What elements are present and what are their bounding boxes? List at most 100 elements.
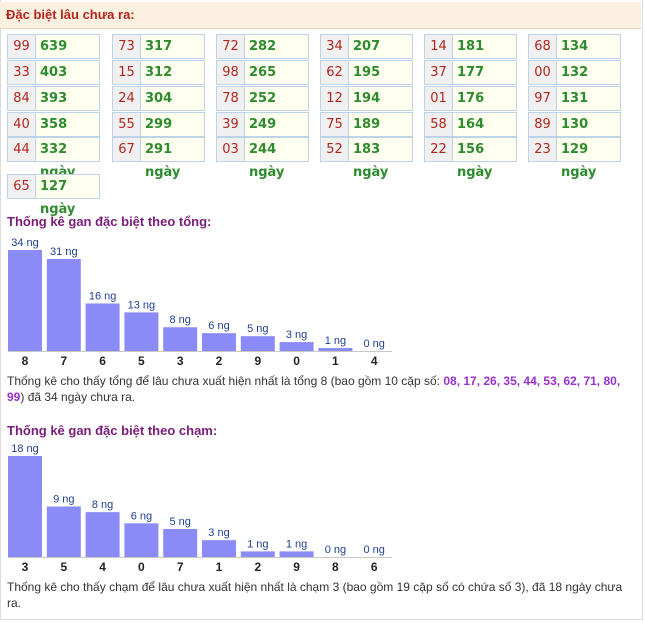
gan-days: 130 ngày <box>556 112 621 155</box>
gan-number: 58 <box>424 112 453 137</box>
gan-days: 177 ngày <box>452 60 517 103</box>
gan-number: 72 <box>216 34 245 59</box>
gan-number: 22 <box>424 137 453 162</box>
gan-days: 195 ngày <box>348 60 413 103</box>
gan-row: 65 127 ngày <box>7 174 100 217</box>
gan-days: 183 ngày <box>348 137 413 180</box>
gan-row: 23 129 ngày <box>528 137 621 180</box>
gan-days: 317 ngày <box>140 34 205 77</box>
gan-days: 403 ngày <box>35 60 100 103</box>
tong-desc-pre: Thống kê cho thấy tổng để lâu chưa xuất … <box>7 374 444 388</box>
cham-description: Thống kê cho thấy chạm để lâu chưa xuất … <box>7 580 623 610</box>
gan-days: 189 ngày <box>348 112 413 155</box>
gan-number: 12 <box>320 86 349 111</box>
gan-number: 55 <box>112 112 141 137</box>
gan-days: 639 ngày <box>35 34 100 77</box>
gan-number: 65 <box>7 174 36 199</box>
gan-days: 299 ngày <box>140 112 205 155</box>
gan-days: 156 ngày <box>452 137 517 180</box>
gan-number: 44 <box>7 137 36 162</box>
cham-title: Thống kê gan đặc biệt theo chạm: <box>7 423 218 438</box>
gan-number: 24 <box>112 86 141 111</box>
gan-number: 37 <box>424 60 453 85</box>
gan-row: 67 291 ngày <box>112 137 205 180</box>
gan-number: 23 <box>528 137 557 162</box>
gan-number: 00 <box>528 60 557 85</box>
gan-number: 33 <box>7 60 36 85</box>
gan-days: 207 ngày <box>348 34 413 77</box>
gan-days: 291 ngày <box>140 137 205 180</box>
gan-number: 40 <box>7 112 36 137</box>
gan-days: 129 ngày <box>556 137 621 180</box>
gan-days: 132 ngày <box>556 60 621 103</box>
gan-number: 15 <box>112 60 141 85</box>
gan-days: 252 ngày <box>244 86 309 129</box>
gan-days: 358 ngày <box>35 112 100 155</box>
gan-days: 181 ngày <box>452 34 517 77</box>
gan-days: 312 ngày <box>140 60 205 103</box>
section-header: Đặc biệt lâu chưa ra: <box>0 2 641 29</box>
gan-number: 01 <box>424 86 453 111</box>
tong-description: Thống kê cho thấy tổng để lâu chưa xuất … <box>7 373 637 405</box>
gan-row: 44 332 ngày <box>7 137 100 180</box>
gan-days: 164 ngày <box>452 112 517 155</box>
gan-number: 78 <box>216 86 245 111</box>
gan-row: 22 156 ngày <box>424 137 517 180</box>
gan-number: 89 <box>528 112 557 137</box>
gan-days: 393 ngày <box>35 86 100 129</box>
gan-days: 282 ngày <box>244 34 309 77</box>
gan-days: 131 ngày <box>556 86 621 129</box>
gan-number: 67 <box>112 137 141 162</box>
section-title: Đặc biệt lâu chưa ra: <box>6 7 135 22</box>
gan-days: 194 ngày <box>348 86 413 129</box>
gan-days: 134 ngày <box>556 34 621 77</box>
gan-row: 52 183 ngày <box>320 137 413 180</box>
gan-number: 68 <box>528 34 557 59</box>
gan-number: 84 <box>7 86 36 111</box>
gan-number: 75 <box>320 112 349 137</box>
gan-days: 332 ngày <box>35 137 100 180</box>
gan-number: 39 <box>216 112 245 137</box>
gan-days: 127 ngày <box>35 174 100 217</box>
gan-number: 52 <box>320 137 349 162</box>
gan-days: 304 ngày <box>140 86 205 129</box>
gan-days: 249 ngày <box>244 112 309 155</box>
gan-number: 03 <box>216 137 245 162</box>
tong-desc-post: ) đã 34 ngày chưa ra. <box>20 390 136 404</box>
gan-number: 97 <box>528 86 557 111</box>
tong-title: Thống kê gan đặc biệt theo tổng: <box>7 214 212 229</box>
gan-days: 244 ngày <box>244 137 309 180</box>
gan-days: 176 ngày <box>452 86 517 129</box>
gan-number: 73 <box>112 34 141 59</box>
gan-number: 62 <box>320 60 349 85</box>
gan-number: 34 <box>320 34 349 59</box>
gan-row: 03 244 ngày <box>216 137 309 180</box>
gan-number: 99 <box>7 34 36 59</box>
gan-number: 98 <box>216 60 245 85</box>
